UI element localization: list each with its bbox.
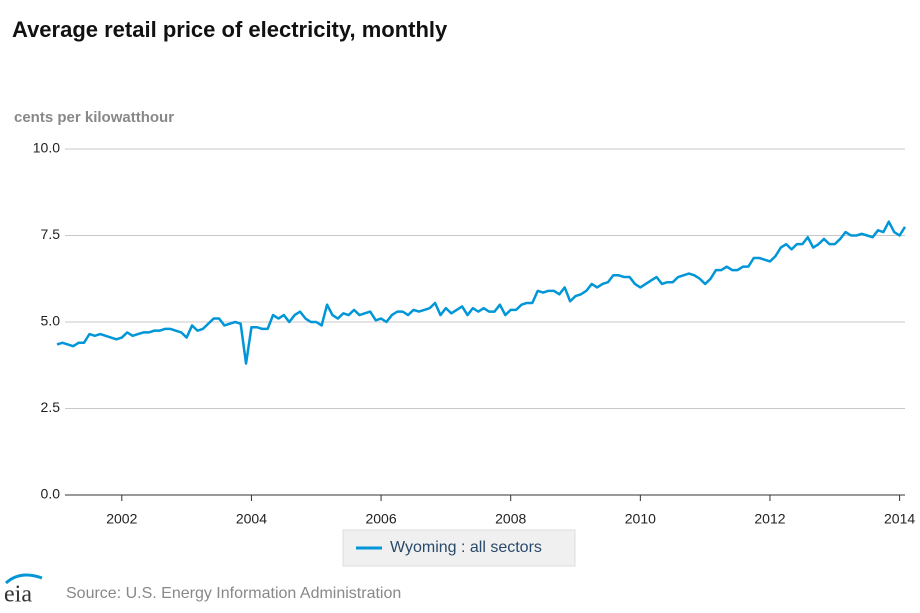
logo-text: eia (4, 582, 32, 608)
legend: Wyoming : all sectors (342, 529, 576, 567)
x-tick-label: 2002 (106, 511, 137, 527)
y-tick-label: 0.0 (41, 486, 61, 502)
data-line (56, 220, 907, 365)
x-tick-label: 2008 (495, 511, 526, 527)
x-tick-label: 2006 (365, 511, 396, 527)
y-axis-label: cents per kilowatthour (14, 109, 174, 126)
y-tick-label: 7.5 (41, 226, 61, 242)
logo-swoosh (4, 573, 43, 585)
x-tick-label: 2014 (884, 511, 915, 527)
y-tick-label: 2.5 (41, 399, 61, 415)
legend-label: Wyoming : all sectors (390, 539, 542, 556)
logo: eia (4, 573, 43, 608)
x-tick-label: 2004 (236, 511, 267, 527)
x-tick-label: 2012 (754, 511, 785, 527)
chart-title: Average retail price of electricity, mon… (12, 17, 448, 42)
x-tick-label: 2010 (625, 511, 656, 527)
y-tick-label: 5.0 (41, 313, 61, 329)
y-tick-label: 10.0 (33, 140, 60, 156)
source-note: Source: U.S. Energy Information Administ… (66, 585, 401, 602)
